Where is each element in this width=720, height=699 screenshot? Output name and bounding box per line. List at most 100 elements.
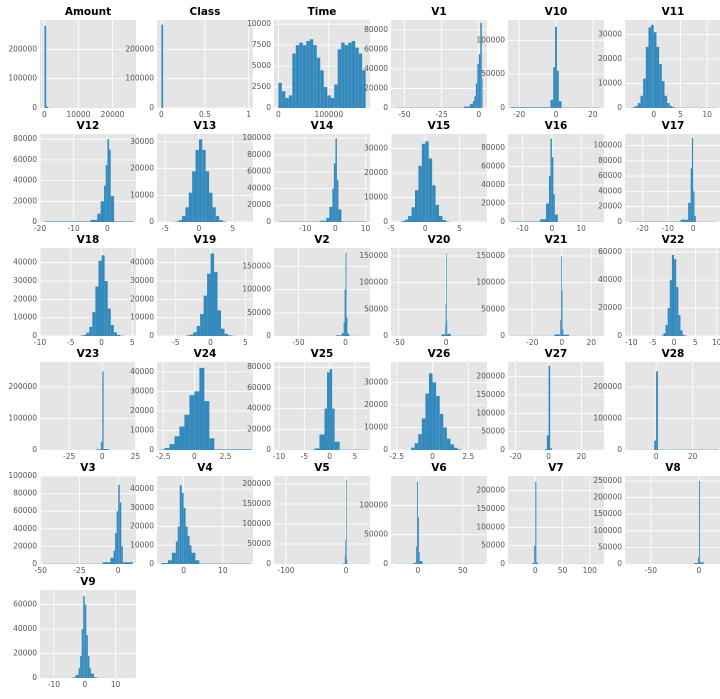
y-tick-label: 20000 [247, 200, 271, 209]
bar [663, 333, 665, 336]
y-tick-label: 20000 [364, 400, 388, 409]
bar [464, 107, 470, 108]
subplot-title: V10 [545, 6, 568, 18]
subplot-title: V6 [431, 462, 446, 474]
y-tick-label: 20000 [13, 196, 37, 205]
bar [102, 371, 103, 450]
x-tick-label: 0 [42, 110, 47, 119]
bar [221, 329, 224, 336]
x-tick-label: 100 [583, 566, 598, 575]
bar [184, 508, 186, 564]
y-tick-label: 80000 [247, 150, 271, 159]
plot-area [625, 134, 720, 222]
x-tick-label: 0 [197, 224, 202, 233]
y-tick-label: 100000 [242, 519, 271, 528]
bar [111, 196, 114, 222]
bar [347, 334, 349, 336]
y-tick-label: 0 [266, 331, 271, 340]
bar [164, 448, 169, 450]
y-tick-label: 150000 [593, 509, 622, 518]
y-tick-label: 20000 [364, 168, 388, 177]
y-tick-label: 0 [617, 217, 622, 226]
y-tick-label: 10000 [13, 313, 37, 322]
y-tick-label: 150000 [242, 499, 271, 508]
y-tick-label: 40000 [13, 624, 37, 633]
bar [326, 218, 329, 222]
bar [694, 563, 698, 564]
y-tick-label: 10000 [130, 540, 154, 549]
x-tick-label: -10 [299, 224, 311, 233]
bar [680, 330, 682, 336]
x-tick-label: 0 [691, 224, 696, 233]
bar [102, 255, 105, 336]
y-tick-label: 80000 [481, 143, 505, 152]
bar [476, 84, 477, 108]
bar [319, 434, 324, 450]
y-tick-label: 10000 [130, 313, 154, 322]
bar [442, 220, 445, 222]
bar [212, 207, 215, 222]
bar [118, 485, 120, 564]
bar [86, 333, 89, 336]
bar [325, 409, 328, 450]
y-tick-label: 40000 [130, 258, 154, 267]
bar [692, 138, 693, 222]
bar [415, 443, 419, 450]
bar [549, 176, 550, 222]
y-tick-label: 100000 [476, 35, 505, 44]
bar [83, 335, 86, 336]
bar [546, 203, 549, 222]
bar [359, 54, 362, 108]
x-tick-label: -20 [637, 224, 649, 233]
y-tick-label: 30000 [598, 30, 622, 39]
bar [563, 335, 569, 336]
bar [207, 274, 210, 336]
bar [338, 49, 341, 108]
bar [540, 219, 546, 222]
y-tick-label: 30000 [130, 503, 154, 512]
bar [664, 96, 667, 108]
y-tick-label: 200000 [593, 493, 622, 502]
bar [95, 287, 98, 337]
bar [214, 449, 251, 450]
y-tick-label: 100000 [8, 471, 37, 480]
bar [416, 546, 417, 564]
x-tick-label: -5 [67, 338, 75, 347]
bar [667, 103, 670, 108]
bar [331, 98, 334, 108]
x-tick-label: 100000 [315, 110, 344, 119]
y-tick-label: 20000 [481, 198, 505, 207]
bar [94, 677, 97, 678]
bar [561, 256, 562, 336]
y-tick-label: 60000 [247, 167, 271, 176]
y-tick-label: 40000 [481, 180, 505, 189]
x-tick-label: 0 [344, 566, 349, 575]
y-tick-label: 0 [500, 445, 505, 454]
y-tick-label: 10000 [247, 19, 271, 28]
y-tick-label: 80000 [13, 134, 37, 143]
bar [327, 95, 330, 108]
bar [224, 334, 227, 336]
bar [683, 335, 685, 336]
bar [314, 448, 319, 450]
bar [477, 64, 478, 108]
x-tick-label: 10 [218, 566, 228, 575]
y-tick-label: 0 [32, 673, 37, 682]
y-tick-label: 60000 [481, 161, 505, 170]
bar [355, 48, 358, 108]
bar [92, 312, 95, 336]
bar [180, 485, 182, 564]
bar [550, 100, 553, 108]
subplot-title: V27 [545, 348, 568, 360]
bar [454, 448, 458, 450]
bar [681, 220, 689, 222]
bar [458, 449, 462, 450]
bar [694, 216, 695, 222]
bar [422, 418, 426, 450]
y-tick-label: 50000 [481, 427, 505, 436]
